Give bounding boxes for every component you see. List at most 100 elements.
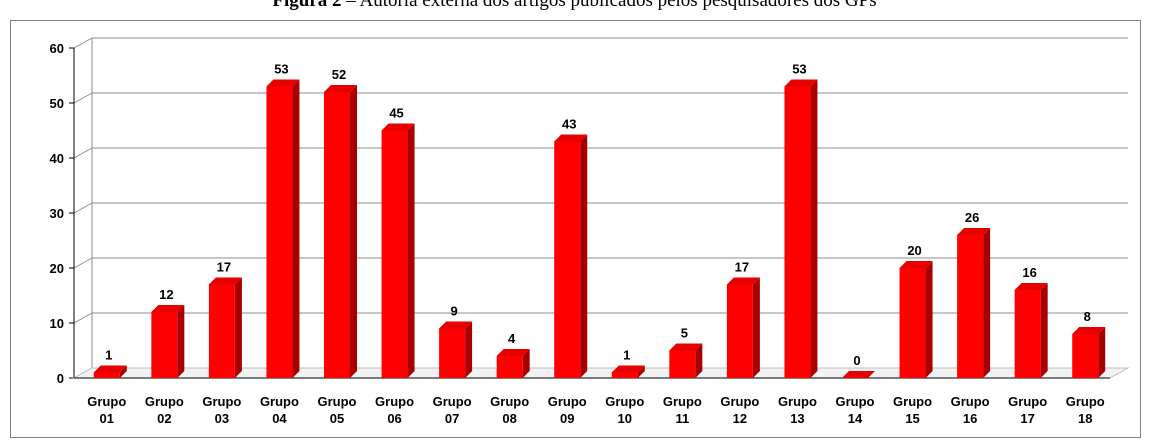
data-label: 1	[105, 348, 112, 363]
bar-front	[266, 86, 293, 378]
bar-side	[580, 134, 588, 378]
x-category-label: Grupo 14	[836, 394, 875, 426]
bar-side	[465, 321, 473, 378]
gridline-depth	[73, 312, 93, 324]
bar-top	[899, 261, 933, 268]
bar-top	[1072, 327, 1106, 334]
figure-title-number: Figura 2	[272, 0, 342, 11]
x-category-label: Grupo 05	[318, 394, 357, 426]
x-category-label: Grupo 06	[375, 394, 414, 426]
y-tick-label: 40	[50, 151, 64, 166]
x-category-label: Grupo 02	[145, 394, 184, 426]
x-category-label: Grupo 17	[1008, 394, 1047, 426]
bar-front	[611, 372, 638, 378]
x-category-label: Grupo 10	[605, 394, 644, 426]
bar-top	[381, 123, 415, 131]
data-label: 17	[735, 260, 749, 275]
bar-top	[784, 79, 818, 87]
gridline-depth	[73, 202, 93, 214]
gridline-depth	[73, 92, 93, 104]
x-category-label: Grupo 07	[433, 394, 472, 426]
gridline-depth	[73, 257, 93, 269]
bar	[208, 277, 242, 378]
y-tick-label: 50	[50, 96, 64, 111]
bar-front	[439, 328, 466, 378]
bar	[554, 134, 588, 378]
bar	[899, 261, 933, 378]
bar-front	[93, 372, 120, 378]
data-label: 9	[450, 304, 457, 319]
bar	[93, 365, 127, 378]
bar-side	[983, 228, 991, 378]
bar-front	[381, 130, 408, 378]
bar	[496, 349, 530, 378]
bar-top	[208, 277, 242, 285]
bar	[151, 305, 185, 378]
bar-side	[350, 85, 357, 378]
bar-front	[554, 141, 581, 378]
bar-top	[93, 365, 127, 373]
gridline-depth	[73, 147, 93, 159]
bar-side	[292, 79, 300, 378]
data-label: 26	[965, 210, 979, 225]
x-category-label: Grupo 09	[548, 394, 587, 426]
bar	[324, 85, 357, 378]
data-label: 16	[1022, 265, 1036, 280]
x-category-label: Grupo 13	[778, 394, 817, 426]
bar-top	[266, 79, 300, 87]
bar-front	[1072, 334, 1099, 378]
bar	[1014, 283, 1048, 378]
bar-side	[234, 277, 242, 378]
data-label: 4	[508, 331, 516, 346]
bar-top	[554, 134, 588, 142]
bar	[439, 321, 473, 378]
data-label: 0	[853, 353, 860, 368]
bar-side	[925, 261, 933, 378]
data-label: 1	[623, 348, 630, 363]
data-label: 20	[907, 243, 921, 258]
figure-title: Figura 2 – Autoria externa dos artigos p…	[0, 0, 1149, 12]
x-category-label: Grupo 08	[490, 394, 529, 426]
bar-top	[957, 228, 991, 235]
bar-top	[842, 371, 875, 378]
y-tick-label: 30	[50, 206, 64, 221]
bar-side	[810, 79, 818, 378]
bar-top	[726, 277, 760, 285]
bar-front	[669, 350, 696, 378]
bar	[957, 228, 991, 378]
data-label: 53	[792, 62, 806, 77]
data-label: 43	[562, 117, 576, 132]
bar	[784, 79, 818, 378]
bar-side	[522, 349, 530, 378]
bar	[611, 365, 645, 378]
bar-side	[119, 365, 127, 378]
x-category-label: Grupo 01	[87, 394, 126, 426]
x-category-label: Grupo 16	[951, 394, 990, 426]
y-tick-label: 0	[57, 371, 64, 386]
bar-top	[439, 321, 473, 329]
bar-top	[151, 305, 185, 312]
bar-front	[151, 312, 178, 378]
bar-top	[669, 343, 703, 351]
data-label: 45	[389, 106, 403, 121]
bar-side	[695, 343, 703, 378]
x-category-label: Grupo 18	[1066, 394, 1105, 426]
bar-front	[496, 356, 523, 378]
bar-side	[177, 305, 185, 378]
data-label: 8	[1084, 309, 1091, 324]
data-label: 12	[159, 287, 173, 302]
x-category-label: Grupo 11	[663, 394, 702, 426]
bar	[842, 371, 875, 378]
bar-side	[637, 365, 645, 378]
bar-top	[611, 365, 645, 373]
bar-front	[957, 235, 984, 378]
bar	[381, 123, 415, 378]
data-label: 5	[681, 326, 688, 341]
bar	[726, 277, 760, 378]
figure-title-text: – Autoria externa dos artigos publicados…	[341, 0, 877, 11]
x-category-label: Grupo 15	[893, 394, 932, 426]
y-tick-label: 60	[50, 41, 64, 56]
y-tick-label: 20	[50, 261, 64, 276]
y-tick-label: 10	[50, 316, 64, 331]
